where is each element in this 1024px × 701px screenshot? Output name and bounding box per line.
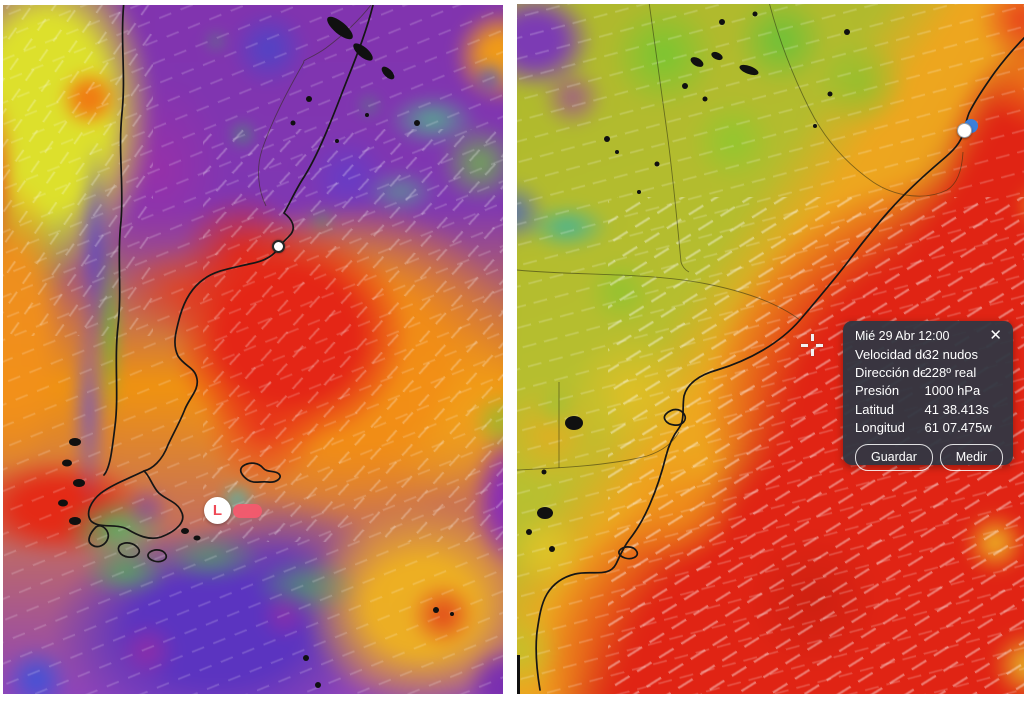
crosshair-cursor-icon (801, 334, 823, 356)
wind-speed-color-field (3, 5, 503, 694)
low-pressure-bar (233, 503, 262, 518)
location-dot-marker[interactable] (272, 240, 285, 253)
close-icon[interactable]: ✕ (989, 327, 1002, 344)
low-pressure-letter: L (204, 497, 231, 524)
tooltip-row-longitud: Longitud 61 07.475w (855, 419, 992, 435)
tooltip-row-direccion: Dirección de 228º real (855, 365, 977, 381)
tooltip-row-velocidad: Velocidad de 32 nudos (855, 347, 979, 362)
pin-white-dot (957, 123, 972, 138)
tooltip-row-latitud: Latitud 41 38.413s (855, 401, 989, 417)
weather-info-tooltip: Mié 29 Abr 12:00 ✕ Velocidad de 32 nudos… (843, 321, 1013, 471)
low-pressure-marker[interactable]: L (204, 497, 262, 524)
wind-map-right-panel[interactable]: Mié 29 Abr 12:00 ✕ Velocidad de 32 nudos… (517, 4, 1024, 694)
tooltip-datetime: Mié 29 Abr 12:00 (855, 329, 950, 343)
tooltip-rows: Velocidad de 32 nudos Dirección de 228º … (855, 346, 1003, 437)
measure-button[interactable]: Medir (939, 444, 1003, 471)
wind-map-left-panel[interactable]: L (3, 5, 503, 694)
panel-divider (503, 0, 517, 701)
tooltip-row-presion: Presión 1000 hPa (855, 383, 981, 399)
save-button[interactable]: Guardar (855, 444, 933, 471)
location-pin-marker[interactable] (957, 119, 979, 141)
map-edge-line (517, 655, 520, 694)
